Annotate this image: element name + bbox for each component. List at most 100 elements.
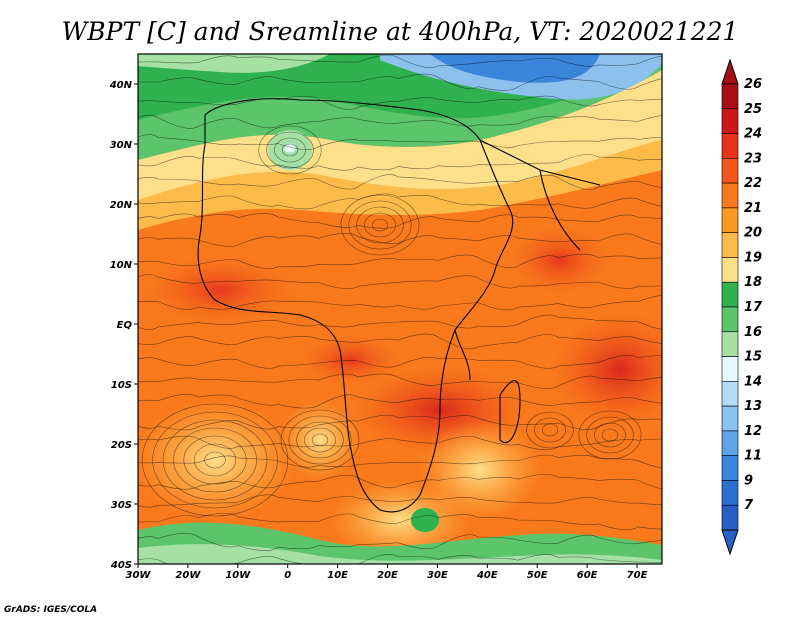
streamline xyxy=(138,95,662,110)
grads-credit: GrADS: IGES/COLA xyxy=(4,605,97,615)
streamline xyxy=(138,174,662,190)
streamline xyxy=(138,213,662,229)
chart-title: WBPT [C] and Sreamline at 400hPa, VT: 20… xyxy=(62,17,739,46)
colorbar-swatch xyxy=(721,182,739,209)
streamline-gyre xyxy=(526,411,574,449)
streamline-gyre xyxy=(534,417,566,443)
lon-tick-label: 40E xyxy=(476,570,498,581)
streamline xyxy=(138,134,662,150)
streamline xyxy=(138,512,662,531)
colorbar-label: 24 xyxy=(744,127,762,142)
streamline xyxy=(138,54,662,68)
streamlines xyxy=(138,54,662,564)
streamline-gyre xyxy=(288,415,352,465)
lon-tick-label: 10E xyxy=(327,570,348,581)
streamline-gyre xyxy=(601,428,619,442)
streamline xyxy=(138,554,662,564)
streamline xyxy=(138,414,662,431)
colorbar-swatch xyxy=(721,306,739,333)
streamline-gyre xyxy=(258,125,322,175)
lat-tick-label: 30N xyxy=(110,140,133,151)
lat-tick-label: 40N xyxy=(109,80,133,91)
streamline-gyre xyxy=(141,403,289,517)
streamline-gyre xyxy=(280,409,360,471)
colorbar-swatch xyxy=(721,405,739,432)
lon-tick-label: 50E xyxy=(527,570,548,581)
streamline-gyre xyxy=(578,410,642,460)
streamline xyxy=(138,333,662,350)
lat-tick-label: 10N xyxy=(110,260,133,271)
streamline-gyre xyxy=(296,421,344,459)
colorbar-label: 17 xyxy=(744,300,763,315)
lon-tick-label: 10W xyxy=(225,570,251,581)
streamline xyxy=(138,355,662,369)
lat-tick-label: EQ xyxy=(117,320,133,331)
lat-tick-label: 40S xyxy=(110,560,132,571)
lon-tick-label: 30E xyxy=(427,570,448,581)
streamline xyxy=(138,193,662,210)
streamline xyxy=(138,314,662,330)
colorbar-swatch xyxy=(721,455,739,481)
longitude-axis: 30W 20W 10W 0 10E 20E 30E 40E 50E 60E 70E xyxy=(126,564,648,581)
lon-tick-label: 30W xyxy=(126,570,152,581)
streamline xyxy=(138,533,662,551)
streamline xyxy=(138,274,662,289)
colorbar-label: 16 xyxy=(744,325,762,340)
streamline xyxy=(138,233,662,247)
streamline xyxy=(138,373,662,389)
colorbar-label: 18 xyxy=(744,275,762,290)
streamline-gyre xyxy=(340,194,420,256)
lat-tick-label: 20N xyxy=(110,200,133,211)
latitude-axis: 40N 30N 20N 10N EQ 10S 20S 30S 40S xyxy=(109,80,138,571)
streamline xyxy=(138,295,662,311)
colorbar-label: 23 xyxy=(744,151,762,166)
streamline-gyre xyxy=(183,435,247,485)
streamline-gyre xyxy=(364,212,396,238)
colorbar-top-arrow xyxy=(721,58,739,85)
streamline-gyre xyxy=(356,206,404,244)
lon-tick-label: 20W xyxy=(175,570,201,581)
lat-tick-label: 10S xyxy=(111,380,132,391)
colorbar-label: 9 xyxy=(744,473,753,488)
colorbar-label: 20 xyxy=(744,226,762,241)
streamline-gyre xyxy=(281,143,299,157)
colorbar-swatch xyxy=(721,504,739,531)
colorbar-label: 12 xyxy=(744,424,762,439)
streamline-gyre xyxy=(594,422,626,448)
colorbar-label: 25 xyxy=(744,102,762,117)
colorbar-swatch xyxy=(721,83,739,110)
map-frame xyxy=(137,53,663,565)
colorbar-label: 11 xyxy=(744,449,762,464)
streamline xyxy=(138,154,662,171)
colorbar-swatch xyxy=(721,232,739,258)
streamline xyxy=(138,435,662,451)
streamline xyxy=(138,114,662,129)
streamline-gyre xyxy=(304,427,336,453)
lon-tick-label: 20E xyxy=(377,570,398,581)
colorbar-swatch xyxy=(721,381,739,407)
lat-tick-label: 30S xyxy=(111,500,132,511)
colorbar-label: 7 xyxy=(744,498,754,513)
streamline-gyre xyxy=(193,443,237,477)
streamline-gyre xyxy=(586,416,634,454)
streamline xyxy=(138,253,662,270)
streamline xyxy=(138,73,662,91)
streamline-gyre xyxy=(266,131,314,169)
streamline-gyre xyxy=(311,433,329,447)
streamline xyxy=(138,494,662,508)
colorbar-swatch xyxy=(721,356,739,382)
colorbar-swatch xyxy=(721,480,739,506)
colorbar-swatch xyxy=(721,133,739,159)
colorbar-label: 15 xyxy=(744,350,762,365)
colorbar-swatch xyxy=(721,108,739,134)
streamline xyxy=(138,454,662,469)
colorbar-swatch xyxy=(721,158,739,184)
lon-tick-label: 0 xyxy=(284,570,291,581)
colorbar-swatch xyxy=(721,331,739,357)
streamline-gyre xyxy=(348,200,412,250)
streamline-gyre xyxy=(541,423,559,437)
coastlines xyxy=(197,98,601,513)
colorbar-label: 22 xyxy=(744,176,762,191)
colorbar-label: 19 xyxy=(744,250,762,265)
